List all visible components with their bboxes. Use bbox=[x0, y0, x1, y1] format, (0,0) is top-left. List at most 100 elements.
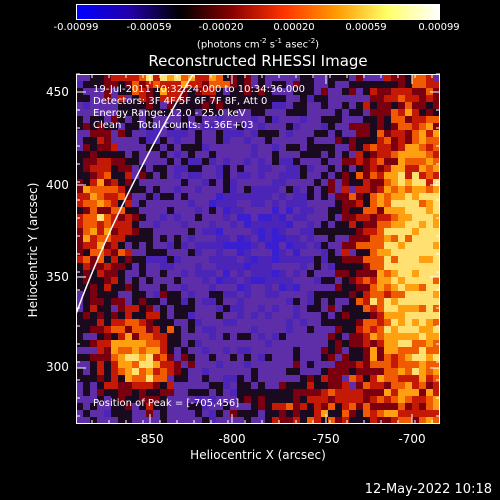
image-pixel bbox=[244, 382, 251, 389]
image-pixel bbox=[300, 123, 307, 130]
image-pixel bbox=[426, 263, 433, 270]
image-pixel bbox=[412, 221, 419, 228]
image-pixel bbox=[160, 102, 167, 109]
image-pixel bbox=[111, 291, 118, 298]
image-pixel bbox=[160, 95, 167, 102]
image-pixel bbox=[272, 291, 279, 298]
image-pixel bbox=[265, 298, 272, 305]
image-pixel bbox=[272, 382, 279, 389]
image-pixel bbox=[244, 326, 251, 333]
image-pixel bbox=[209, 417, 216, 424]
image-pixel bbox=[384, 403, 391, 410]
image-pixel bbox=[314, 319, 321, 326]
image-pixel bbox=[363, 326, 370, 333]
image-pixel bbox=[83, 368, 90, 375]
image-pixel bbox=[97, 186, 104, 193]
image-pixel bbox=[139, 368, 146, 375]
image-pixel bbox=[279, 172, 286, 179]
image-pixel bbox=[188, 410, 195, 417]
image-pixel bbox=[356, 298, 363, 305]
image-pixel bbox=[244, 396, 251, 403]
image-pixel bbox=[195, 228, 202, 235]
image-pixel bbox=[300, 410, 307, 417]
image-pixel bbox=[181, 200, 188, 207]
image-pixel bbox=[118, 74, 125, 81]
image-pixel bbox=[300, 228, 307, 235]
image-pixel bbox=[83, 410, 90, 417]
image-pixel bbox=[328, 368, 335, 375]
image-pixel bbox=[265, 165, 272, 172]
image-pixel bbox=[398, 123, 405, 130]
image-pixel bbox=[391, 382, 398, 389]
image-pixel bbox=[97, 193, 104, 200]
image-pixel bbox=[216, 158, 223, 165]
image-pixel bbox=[202, 95, 209, 102]
image-pixel bbox=[321, 375, 328, 382]
image-pixel bbox=[314, 347, 321, 354]
image-pixel bbox=[412, 165, 419, 172]
image-pixel bbox=[342, 137, 349, 144]
image-pixel bbox=[118, 102, 125, 109]
image-pixel bbox=[167, 354, 174, 361]
image-pixel bbox=[223, 375, 230, 382]
image-pixel bbox=[370, 326, 377, 333]
image-pixel bbox=[132, 144, 139, 151]
image-pixel bbox=[279, 284, 286, 291]
image-pixel bbox=[426, 249, 433, 256]
image-pixel bbox=[132, 249, 139, 256]
image-pixel bbox=[363, 291, 370, 298]
image-pixel bbox=[398, 403, 405, 410]
image-pixel bbox=[90, 249, 97, 256]
image-pixel bbox=[76, 137, 83, 144]
image-pixel bbox=[293, 361, 300, 368]
image-pixel bbox=[321, 305, 328, 312]
image-pixel bbox=[384, 312, 391, 319]
image-pixel bbox=[83, 144, 90, 151]
image-pixel bbox=[167, 81, 174, 88]
image-pixel bbox=[370, 144, 377, 151]
image-pixel bbox=[195, 193, 202, 200]
image-pixel bbox=[125, 375, 132, 382]
image-pixel bbox=[174, 319, 181, 326]
image-pixel bbox=[265, 130, 272, 137]
image-pixel bbox=[293, 312, 300, 319]
image-pixel bbox=[279, 186, 286, 193]
image-pixel bbox=[342, 186, 349, 193]
image-pixel bbox=[146, 382, 153, 389]
image-pixel bbox=[83, 123, 90, 130]
image-pixel bbox=[258, 277, 265, 284]
image-pixel bbox=[363, 417, 370, 424]
image-pixel bbox=[391, 249, 398, 256]
image-pixel bbox=[412, 137, 419, 144]
image-pixel bbox=[167, 326, 174, 333]
image-pixel bbox=[342, 74, 349, 81]
image-pixel bbox=[146, 368, 153, 375]
image-pixel bbox=[370, 207, 377, 214]
image-pixel bbox=[125, 284, 132, 291]
image-pixel bbox=[335, 165, 342, 172]
image-pixel bbox=[328, 375, 335, 382]
image-pixel bbox=[118, 291, 125, 298]
image-pixel bbox=[307, 354, 314, 361]
image-pixel bbox=[195, 235, 202, 242]
image-pixel bbox=[230, 263, 237, 270]
image-pixel bbox=[356, 312, 363, 319]
image-pixel bbox=[209, 375, 216, 382]
image-pixel bbox=[426, 256, 433, 263]
image-pixel bbox=[160, 235, 167, 242]
image-pixel bbox=[300, 88, 307, 95]
image-pixel bbox=[349, 312, 356, 319]
image-pixel bbox=[202, 109, 209, 116]
image-pixel bbox=[90, 319, 97, 326]
image-pixel bbox=[279, 116, 286, 123]
image-pixel bbox=[209, 340, 216, 347]
image-pixel bbox=[90, 179, 97, 186]
image-pixel bbox=[272, 95, 279, 102]
image-pixel bbox=[426, 382, 433, 389]
image-pixel bbox=[230, 382, 237, 389]
image-pixel bbox=[188, 200, 195, 207]
image-pixel bbox=[223, 389, 230, 396]
image-pixel bbox=[342, 200, 349, 207]
image-pixel bbox=[83, 347, 90, 354]
image-pixel bbox=[167, 291, 174, 298]
